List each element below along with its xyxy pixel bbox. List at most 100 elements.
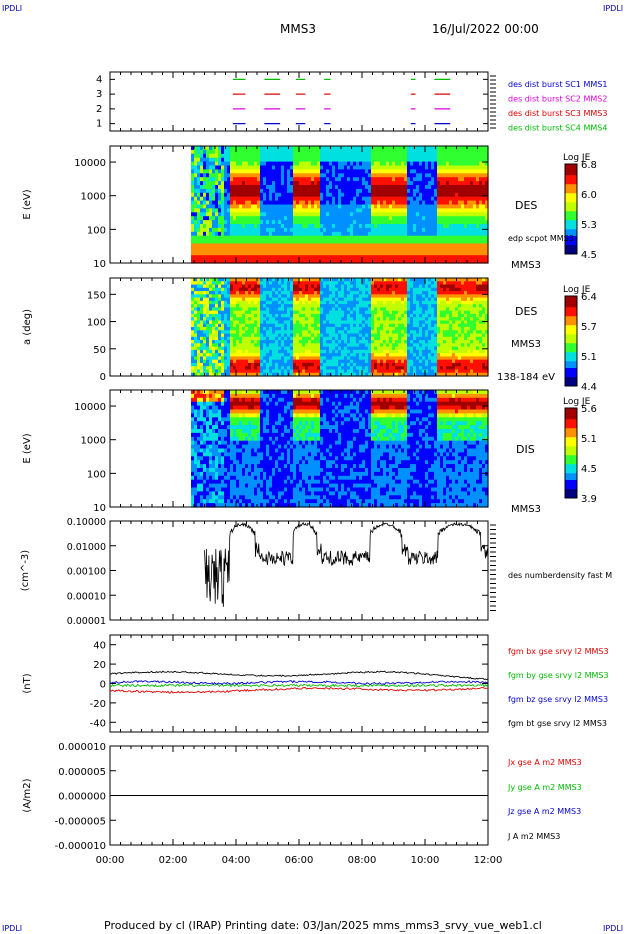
heatmap-cell bbox=[338, 231, 342, 237]
heatmap-cell bbox=[248, 300, 252, 305]
heatmap-cell bbox=[401, 255, 405, 260]
heatmap-cell bbox=[290, 281, 294, 286]
heatmap-cell bbox=[323, 204, 327, 209]
heatmap-cell bbox=[221, 247, 225, 252]
heatmap-cell bbox=[440, 188, 444, 194]
heatmap-cell bbox=[398, 149, 402, 155]
heatmap-cell bbox=[218, 224, 222, 229]
heatmap-cell bbox=[401, 220, 405, 225]
heatmap-cell bbox=[356, 359, 360, 364]
heatmap-cell bbox=[443, 251, 447, 256]
heatmap-cell bbox=[323, 177, 327, 182]
heatmap-cell bbox=[320, 313, 324, 318]
heatmap-cell bbox=[449, 173, 453, 178]
heatmap-cell bbox=[254, 231, 258, 237]
heatmap-cell bbox=[230, 212, 234, 217]
heatmap-cell bbox=[383, 185, 387, 190]
heatmap-cell bbox=[362, 177, 366, 182]
heatmap-cell bbox=[266, 297, 270, 302]
heatmap-cell bbox=[293, 239, 297, 245]
heatmap-cell bbox=[230, 161, 234, 167]
heatmap-cell bbox=[416, 188, 420, 194]
heatmap-cell bbox=[347, 353, 351, 357]
heatmap-cell bbox=[404, 157, 408, 163]
heatmap-cell bbox=[356, 369, 360, 374]
heatmap-cell bbox=[287, 181, 291, 186]
heatmap-cell bbox=[428, 192, 432, 198]
heatmap-cell bbox=[467, 188, 471, 194]
heatmap-cell bbox=[467, 157, 471, 163]
heatmap-cell bbox=[284, 146, 288, 151]
heatmap-cell bbox=[470, 259, 474, 264]
heatmap-cell bbox=[233, 243, 237, 248]
heatmap-cell bbox=[311, 313, 315, 318]
colorbar-cell bbox=[565, 218, 577, 221]
heatmap-cell bbox=[242, 153, 246, 159]
heatmap-cell bbox=[389, 255, 393, 260]
heatmap-cell bbox=[236, 196, 240, 202]
heatmap-cell bbox=[245, 212, 249, 217]
heatmap-cell bbox=[299, 251, 303, 256]
heatmap-cell bbox=[233, 323, 237, 328]
heatmap-cell bbox=[260, 330, 264, 335]
heatmap-cell bbox=[359, 239, 363, 245]
heatmap-cell bbox=[284, 291, 288, 295]
heatmap-cell bbox=[350, 231, 354, 237]
heatmap-cell bbox=[257, 177, 261, 182]
heatmap-cell bbox=[248, 330, 252, 335]
heatmap-cell bbox=[467, 169, 471, 174]
heatmap-cell bbox=[365, 173, 369, 178]
heatmap-cell bbox=[338, 185, 342, 190]
heatmap-cell bbox=[236, 243, 240, 248]
heatmap-cell bbox=[209, 239, 213, 245]
heatmap-cell bbox=[242, 320, 246, 325]
heatmap-cell bbox=[272, 173, 276, 178]
heatmap-cell bbox=[458, 251, 462, 256]
heatmap-cell bbox=[476, 235, 480, 241]
heatmap-cell bbox=[236, 281, 240, 286]
heatmap-cell bbox=[233, 366, 237, 371]
heatmap-cell bbox=[440, 235, 444, 241]
heatmap-cell bbox=[341, 323, 345, 328]
heatmap-cell bbox=[194, 235, 198, 241]
heatmap-cell bbox=[371, 153, 375, 159]
heatmap-cell bbox=[317, 235, 321, 241]
heatmap-cell bbox=[257, 333, 261, 338]
heatmap-cell bbox=[263, 227, 267, 233]
heatmap-cell bbox=[347, 224, 351, 229]
heatmap-cell bbox=[356, 307, 360, 312]
heatmap-cell bbox=[278, 323, 282, 328]
heatmap-cell bbox=[413, 161, 417, 167]
heatmap-cell bbox=[263, 323, 267, 328]
heatmap-cell bbox=[227, 181, 231, 186]
heatmap-cell bbox=[200, 320, 204, 325]
heatmap-cell bbox=[197, 313, 201, 318]
heatmap-cell bbox=[359, 169, 363, 174]
heatmap-cell bbox=[479, 255, 483, 260]
heatmap-cell bbox=[461, 224, 465, 229]
heatmap-cell bbox=[209, 327, 213, 331]
heatmap-cell bbox=[281, 291, 285, 295]
heatmap-cell bbox=[281, 251, 285, 256]
heatmap-cell bbox=[320, 146, 324, 151]
heatmap-cell bbox=[401, 149, 405, 155]
heatmap-cell bbox=[458, 185, 462, 190]
heatmap-cell bbox=[470, 169, 474, 174]
heatmap-cell bbox=[482, 231, 486, 237]
heatmap-cell bbox=[332, 294, 336, 299]
heatmap-cell bbox=[209, 307, 213, 312]
heatmap-cell bbox=[296, 235, 300, 241]
heatmap-cell bbox=[434, 185, 438, 190]
heatmap-cell bbox=[482, 192, 486, 198]
heatmap-cell bbox=[416, 149, 420, 155]
heatmap-cell bbox=[233, 231, 237, 237]
heatmap-cell bbox=[335, 153, 339, 159]
heatmap-cell bbox=[236, 291, 240, 295]
heatmap-cell bbox=[206, 366, 210, 371]
heatmap-cell bbox=[323, 310, 327, 315]
heatmap-cell bbox=[467, 200, 471, 206]
heatmap-cell bbox=[221, 300, 225, 305]
heatmap-cell bbox=[236, 227, 240, 233]
heatmap-cell bbox=[311, 362, 315, 367]
heatmap-cell bbox=[398, 220, 402, 225]
